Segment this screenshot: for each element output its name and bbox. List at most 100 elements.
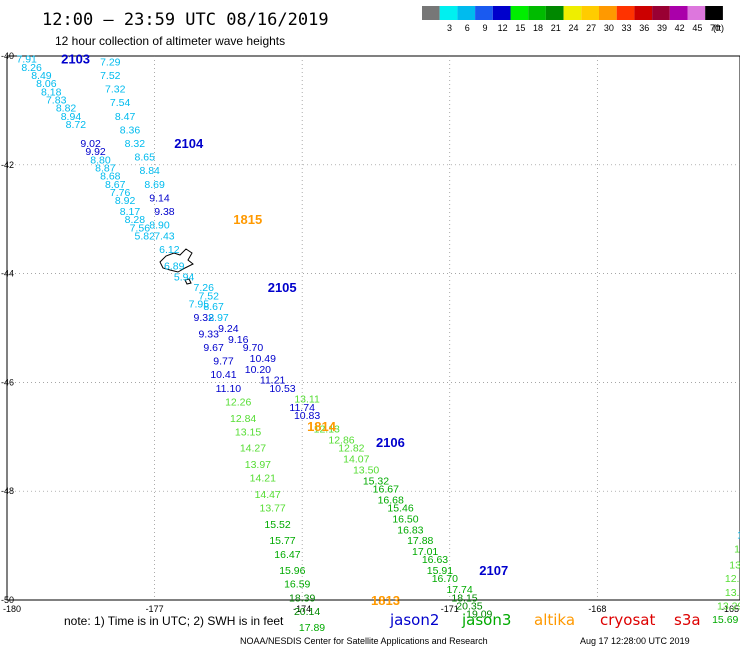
wave-height-value: 9.14 — [149, 192, 170, 204]
satellite-name: altika — [534, 611, 575, 629]
wave-height-value: 10.49 — [250, 353, 276, 365]
legend-label: 12 — [498, 23, 508, 33]
wave-height-value: 9.38 — [154, 206, 175, 218]
legend-swatch — [599, 6, 617, 20]
wave-height-value: 17.89 — [299, 622, 325, 634]
island-outline — [159, 248, 194, 285]
wave-height-value: 7.91 — [16, 54, 37, 66]
lat-tick-label: -48 — [1, 486, 14, 496]
lon-tick-label: -174 — [293, 604, 311, 614]
wave-height-value: 12.84 — [230, 413, 256, 425]
wave-height-value: 1 — [737, 530, 740, 542]
wave-height-value: 20.14 — [294, 606, 320, 618]
wave-height-value: 8.67 — [203, 301, 224, 313]
legend-swatch — [705, 6, 723, 20]
wave-height-value: 7.26 — [194, 282, 215, 294]
legend-swatch — [616, 6, 635, 20]
wave-height-value: 15.77 — [269, 535, 295, 547]
wave-height-value: 8.65 — [135, 152, 156, 164]
wave-height-value: 13 — [729, 560, 740, 572]
legend-swatch — [439, 6, 458, 20]
wave-height-value: 8.92 — [115, 195, 136, 207]
satellite-name: s3a — [674, 611, 701, 629]
wave-height-value: 8.72 — [66, 119, 87, 131]
wave-height-value: 11.10 — [216, 383, 242, 395]
wave-height-value: 9.92 — [85, 146, 106, 158]
satellite-name: jason3 — [461, 611, 511, 629]
wave-height-value: 14.27 — [240, 443, 266, 455]
map-frame — [6, 55, 740, 601]
lat-tick-label: -44 — [1, 269, 14, 279]
legend-label: 45 — [692, 23, 702, 33]
wave-height-value: 7.56 — [130, 222, 151, 234]
wave-height-value: 17.74 — [446, 584, 472, 596]
satellite-name: jason2 — [389, 611, 439, 629]
wave-height-value: 8.68 — [100, 171, 121, 183]
wave-height-value: 7.52 — [198, 290, 219, 302]
wave-height-value: 11.21 — [260, 375, 286, 387]
legend-swatch — [634, 6, 653, 20]
wave-height-value: 7.29 — [100, 56, 121, 68]
wave-height-value: 8.97 — [208, 312, 229, 324]
legend-swatch — [669, 6, 688, 20]
wave-height-value: 8.87 — [95, 163, 116, 175]
wave-height-value: 8.90 — [149, 220, 170, 232]
lat-tick-label: -46 — [1, 377, 14, 387]
wave-height-value: 16.47 — [274, 549, 300, 561]
footer-timestamp: Aug 17 12:28:00 UTC 2019 — [580, 636, 690, 646]
lat-tick-label: -50 — [1, 595, 14, 605]
wave-height-value: 13.77 — [260, 503, 286, 515]
wave-height-value: 9.70 — [243, 342, 264, 354]
wave-height-value: 10.53 — [269, 383, 295, 395]
wave-height-value: 13.7 — [725, 587, 740, 599]
wave-height-value: 16.70 — [432, 573, 458, 585]
legend-swatch — [475, 6, 493, 20]
lon-tick-label: -171 — [441, 604, 459, 614]
wave-height-value: 9.02 — [80, 138, 101, 150]
wave-height-value: 8.06 — [36, 78, 57, 90]
wave-height-value: 12.86 — [328, 435, 354, 447]
grid-lines — [7, 56, 740, 600]
map-area: -180 -177 -174 -171 -168 -165 -40 -42 -44 -46 -48 -… — [1, 51, 740, 634]
axis-labels: -180 -177 -174 -171 -168 -165 -40 -42 -44 -46 -48 -… — [1, 51, 739, 614]
legend-label: 39 — [657, 23, 667, 33]
page-subtitle: 12 hour collection of altimeter wave hei… — [55, 34, 285, 48]
wave-height-value: 16.63 — [422, 554, 448, 566]
legend-swatch — [563, 6, 582, 20]
wave-height-value: 15.32 — [363, 475, 389, 487]
legend-label: 15 — [515, 23, 525, 33]
wave-height-value: 9.33 — [198, 328, 219, 340]
wave-height-value: 7.76 — [110, 187, 131, 199]
wave-height-value: 8.36 — [120, 124, 141, 136]
legend-label: 30 — [604, 23, 614, 33]
wave-height-value: 8.67 — [105, 179, 126, 191]
wave-height-value: 18.39 — [289, 592, 315, 604]
wave-height-value: 9.67 — [203, 342, 224, 354]
wave-height-value: 15.91 — [427, 565, 453, 577]
wave-height-value: 8.82 — [56, 103, 77, 115]
lat-tick-label: -40 — [1, 51, 14, 61]
color-legend: 3 6 9 12 15 18 21 24 27 30 33 36 39 42 45 70 — [422, 6, 723, 33]
wave-height-value: 5.82 — [135, 231, 156, 243]
wave-height-value: 15.69 — [712, 614, 738, 626]
wave-height-value: 15.46 — [387, 503, 413, 515]
legend-swatch — [457, 6, 476, 20]
wave-height-value: 10.20 — [245, 364, 271, 376]
track-labels: 2103 2104 1815 2105 2106 1814 2107 1813 — [61, 52, 508, 608]
legend-swatch — [492, 6, 511, 20]
wave-height-value: 13.15 — [235, 426, 261, 438]
wave-height-value: 16.50 — [392, 513, 418, 525]
orbit-track-label: 1813 — [371, 593, 400, 608]
wave-height-value: 13.97 — [245, 459, 271, 471]
legend-swatch — [422, 6, 440, 20]
legend-swatch — [652, 6, 670, 20]
legend-label: 70 — [710, 23, 720, 33]
wave-height-value: 7.52 — [100, 70, 121, 82]
legend-label: 33 — [622, 23, 632, 33]
lat-tick-label: -42 — [1, 160, 14, 170]
wave-height-value: 16.68 — [378, 494, 404, 506]
wave-height-value: 13.11 — [294, 394, 320, 406]
wave-height-value: 5.94 — [174, 271, 195, 283]
orbit-track-label: 2105 — [268, 280, 297, 295]
wave-height-value: 6.12 — [159, 244, 180, 256]
